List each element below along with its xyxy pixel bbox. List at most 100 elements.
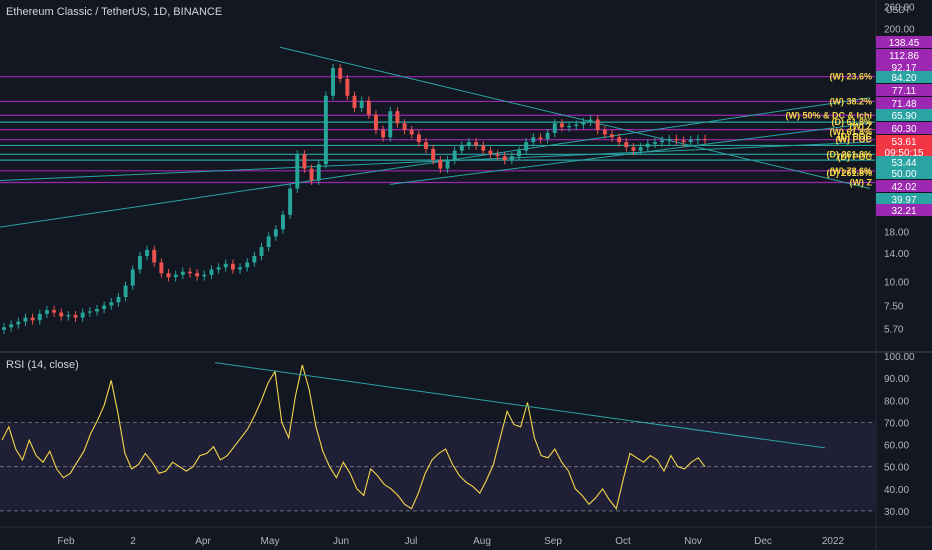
time-tick: Jun [333, 536, 349, 547]
candle-body [488, 150, 493, 155]
level-label: (W) 38.2% [829, 96, 872, 106]
candle-body [495, 154, 500, 157]
price-tag-label: 39.97 [891, 195, 916, 206]
candle-body [188, 271, 192, 274]
candle-body [281, 214, 285, 230]
candle-body [166, 273, 171, 278]
candle-body [352, 95, 357, 108]
rsi-line [1, 364, 706, 510]
rsi-tick: 80.00 [884, 396, 909, 407]
candle-body [302, 154, 307, 169]
price-tag [876, 204, 932, 216]
candle-body [23, 317, 28, 322]
rsi-title: RSI (14, close) [6, 359, 79, 371]
candle-body [87, 311, 92, 313]
trend-line [0, 97, 871, 228]
candle-body [610, 134, 614, 138]
candle-body [30, 317, 35, 321]
candle-body [252, 255, 257, 263]
candle-body [438, 160, 443, 169]
price-tag [876, 61, 932, 73]
candle-body [695, 138, 700, 140]
candle-body [445, 160, 450, 169]
price-tag [876, 135, 932, 147]
price-tag-label: 77.11 [892, 86, 917, 97]
trend-line [0, 141, 871, 181]
candle-body [230, 263, 235, 270]
candle-body [159, 262, 164, 274]
price-tag [876, 193, 932, 205]
candle-body [416, 134, 421, 143]
price-tag [876, 156, 932, 168]
candle-body [16, 321, 21, 325]
trend-line [389, 122, 871, 185]
price-tag-label: 92.17 [891, 63, 916, 74]
candle-body [588, 119, 593, 122]
rsi-tick: 30.00 [884, 507, 909, 518]
price-tag-label: 53.44 [891, 158, 916, 169]
candle-body [259, 247, 264, 256]
level-label: (D) 261.8% [826, 149, 872, 159]
price-tag-label: 53.61 [891, 137, 916, 148]
candle-body [52, 310, 57, 313]
candle-body [44, 310, 49, 314]
level-label: (W) Z [850, 122, 873, 132]
candle-body [109, 302, 114, 306]
price-tick: 7.50 [884, 302, 904, 313]
time-tick: 2022 [822, 536, 845, 547]
candle-body [9, 324, 14, 328]
candle-body [309, 168, 314, 181]
rsi-tick: 40.00 [884, 485, 909, 496]
price-tag [876, 36, 932, 48]
level-label: (W) 50% & DC & Ichi [785, 110, 872, 120]
candle-body [316, 164, 321, 181]
candle-body [545, 132, 550, 139]
price-tag-label: 09:50:15 [885, 148, 924, 159]
price-tag-label: 112.86 [889, 51, 919, 62]
candle-body [645, 143, 650, 148]
candle-body [223, 263, 228, 268]
candle-body [145, 249, 150, 256]
candle-body [617, 137, 622, 143]
rsi-tick: 60.00 [884, 441, 909, 452]
price-tick: 260.00 [884, 2, 915, 13]
time-tick: Oct [615, 536, 631, 547]
candle-body [152, 249, 157, 263]
candle-body [123, 285, 128, 297]
candle-body [681, 140, 686, 143]
price-tag-label: 42.02 [891, 182, 916, 193]
time-tick: Dec [754, 536, 772, 547]
candle-body [202, 274, 207, 277]
candle-body [531, 137, 536, 143]
candle-body [273, 229, 278, 237]
candle-body [238, 267, 243, 270]
candle-body [459, 145, 464, 151]
level-label: (W) POC [836, 135, 873, 145]
candle-body [481, 145, 486, 151]
candle-body [130, 269, 135, 286]
candle-body [73, 315, 78, 318]
level-label: (W) 78.6% [829, 166, 872, 176]
candle-body [431, 148, 436, 161]
candle-body [366, 100, 371, 115]
chart-title: Ethereum Classic / TetherUS, 1D, BINANCE [6, 6, 223, 18]
price-tick: 200.00 [884, 24, 915, 35]
level-label: (D) POC [838, 152, 873, 162]
price-tag [876, 71, 932, 83]
candle-body [2, 327, 6, 330]
candle-body [137, 255, 142, 270]
candle-body [323, 95, 328, 165]
candle-body [602, 130, 607, 135]
price-tag-label: 71.48 [891, 99, 916, 110]
candle-body [37, 313, 42, 321]
candle-body [381, 130, 386, 138]
currency-label: USDT [886, 5, 911, 15]
rsi-trend-line [214, 362, 826, 449]
candle-body [474, 142, 479, 146]
price-tick: 10.00 [884, 277, 909, 288]
candle-body [638, 147, 643, 151]
candle-body [395, 111, 400, 124]
level-label: (D) POC [838, 131, 873, 141]
price-tag-label: 60.30 [891, 124, 916, 135]
